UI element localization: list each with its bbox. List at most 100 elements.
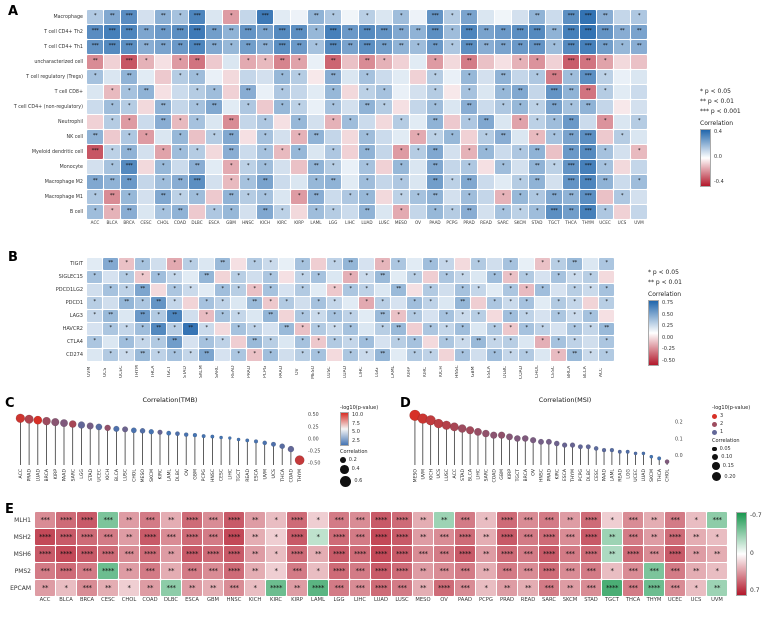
corr-cell — [103, 271, 118, 283]
corr-cell: *** — [274, 40, 290, 54]
corr-cell: **** — [287, 546, 307, 562]
corr-cell: * — [597, 205, 613, 219]
corr-cell: * — [121, 85, 137, 99]
corr-cell: ** — [546, 25, 562, 39]
col-label: THCA — [625, 597, 641, 603]
corr-cell — [257, 70, 273, 84]
corr-cell: * — [87, 271, 102, 283]
corr-cell — [376, 190, 392, 204]
col-label: BLCA — [106, 220, 118, 225]
corr-cell — [223, 70, 239, 84]
corr-cell — [471, 323, 486, 335]
corr-cell: *** — [35, 512, 55, 528]
corr-cell: * — [563, 100, 579, 114]
corr-cell: *** — [529, 40, 545, 54]
corr-cell: * — [461, 160, 477, 174]
corr-cell: * — [291, 55, 307, 69]
x-axis-label: ESCA — [254, 468, 260, 481]
x-axis-label: KIRP — [507, 469, 513, 480]
lollipop-point — [617, 449, 622, 454]
corr-cell: * — [240, 190, 256, 204]
corr-cell — [546, 55, 562, 69]
corr-cell — [311, 258, 326, 270]
corr-cell — [279, 271, 294, 283]
corr-cell: *** — [35, 563, 55, 579]
corr-cell: ** — [161, 546, 181, 562]
corr-cell — [597, 130, 613, 144]
corr-cell: ** — [140, 580, 160, 596]
corr-cell: *** — [518, 529, 538, 545]
corr-cell: ** — [223, 115, 239, 129]
corr-cell: * — [206, 85, 222, 99]
corr-cell: *** — [203, 529, 223, 545]
corr-cell: ** — [495, 130, 511, 144]
corr-cell: ** — [461, 100, 477, 114]
x-axis-label: CESC — [594, 469, 600, 481]
corr-cell — [291, 85, 307, 99]
corr-cell: *** — [560, 529, 580, 545]
corr-cell: *** — [182, 563, 202, 579]
corr-cell — [138, 145, 154, 159]
corr-cell: *** — [560, 563, 580, 579]
row-label: uncharacterized cell — [34, 59, 83, 65]
x-axis-label: ESCA — [562, 468, 568, 481]
row-label: Monocyte — [59, 164, 83, 170]
col-label: THYM — [646, 597, 662, 603]
colorbar — [700, 129, 711, 187]
corr-cell: * — [707, 529, 727, 545]
corr-cell: * — [291, 190, 307, 204]
corr-cell: *** — [121, 40, 137, 54]
corr-cell: * — [583, 349, 598, 361]
lollipop-point — [42, 416, 51, 426]
corr-cell — [519, 258, 534, 270]
x-axis-label: PAAD — [602, 469, 608, 482]
corr-cell — [279, 258, 294, 270]
corr-cell: * — [121, 130, 137, 144]
corr-cell — [342, 130, 358, 144]
panel-b-legend: * p < 0.05 ** p < 0.01 Correlation 0.75 … — [648, 266, 723, 366]
corr-cell: **** — [77, 546, 97, 562]
corr-cell: * — [376, 100, 392, 114]
corr-cell — [471, 297, 486, 309]
x-axis-label: DLBC — [586, 469, 592, 481]
logp-legend-item: 2 — [712, 421, 774, 427]
logp-tick: 7.5 — [352, 420, 360, 427]
corr-cell: * — [478, 145, 494, 159]
x-axis-label: UCEC — [633, 469, 639, 482]
corr-cell: * — [567, 310, 582, 322]
corr-cell: * — [223, 205, 239, 219]
logp-label: 2 — [720, 421, 724, 427]
lollipop-point — [601, 447, 607, 453]
size-dot — [340, 457, 346, 463]
corr-cell: * — [308, 40, 324, 54]
col-label: KIRC — [270, 597, 282, 603]
corr-cell: * — [375, 258, 390, 270]
corr-cell: **** — [182, 512, 202, 528]
corr-cell: ** — [644, 512, 664, 528]
corr-cell: ** — [151, 323, 166, 335]
col-label: MESO — [394, 220, 408, 225]
corr-cell: * — [231, 310, 246, 322]
y-tick-label: 0.0 — [675, 453, 683, 459]
corr-cell: *** — [434, 529, 454, 545]
corr-cell: ** — [206, 40, 222, 54]
x-axis-label: LGG — [625, 469, 631, 479]
corr-cell: ** — [247, 336, 262, 348]
x-axis-label: PRAD — [546, 469, 552, 482]
lollipop-point — [77, 421, 86, 429]
corr-cell: ** — [359, 100, 375, 114]
col-label: CESC — [101, 597, 115, 603]
corr-cell: ** — [427, 145, 443, 159]
corr-cell: * — [410, 130, 426, 144]
corr-cell: * — [707, 563, 727, 579]
corr-cell: * — [231, 349, 246, 361]
corr-cell: * — [631, 145, 647, 159]
sig-note: ** p < 0.01 — [648, 279, 682, 286]
logp-tick: 5.0 — [352, 429, 360, 436]
col-label: SKCM — [514, 220, 526, 225]
corr-cell — [87, 284, 102, 296]
corr-cell — [599, 271, 614, 283]
corr-cell: * — [597, 160, 613, 174]
x-axis-label: STAD — [460, 469, 466, 482]
corr-cell: ** — [161, 512, 181, 528]
